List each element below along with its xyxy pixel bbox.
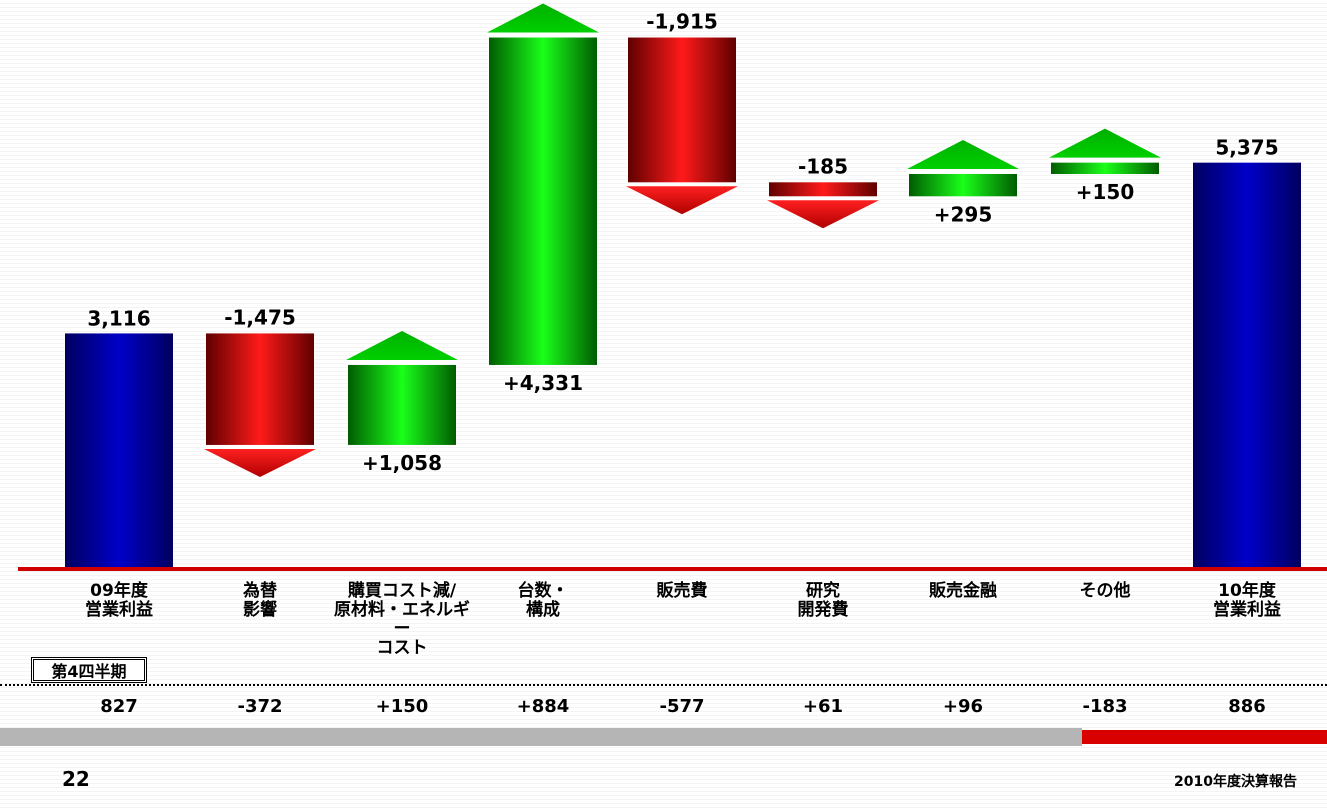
value-label: +150	[1076, 180, 1135, 204]
arrow-separator	[767, 197, 879, 201]
arrow-up	[487, 3, 599, 33]
dotted-divider	[0, 684, 1327, 686]
footer-bar-red	[1082, 730, 1327, 744]
category-label: 購買コスト減/ 原材料・エネルギー コスト	[334, 581, 470, 658]
value-label: -185	[798, 154, 848, 178]
arrow-up	[907, 139, 1019, 169]
arrow-down	[204, 448, 316, 477]
category-label: 09年度 営業利益	[85, 581, 153, 620]
arrow-separator	[907, 169, 1019, 173]
bar-decrease	[628, 37, 736, 183]
quarter-value: +884	[516, 696, 570, 717]
arrow-separator	[1049, 158, 1161, 162]
value-label: +1,058	[362, 451, 442, 475]
bar-increase	[348, 364, 456, 445]
arrow-down	[626, 186, 738, 215]
arrow-separator	[346, 360, 458, 364]
category-label: 販売金融	[929, 581, 997, 601]
value-label: +295	[934, 202, 993, 226]
quarter-value: +61	[802, 696, 844, 717]
bar-decrease	[769, 182, 877, 197]
value-label: -1,915	[646, 10, 718, 34]
quarter-value: -183	[1082, 696, 1128, 717]
bar-increase	[1051, 162, 1159, 174]
arrow-up	[346, 330, 458, 360]
category-label: その他	[1079, 581, 1131, 601]
category-label: 為替 影響	[243, 581, 277, 620]
bar-total	[1193, 162, 1301, 569]
quarter-value: -577	[659, 696, 705, 717]
quarter-title: 第4四半期	[31, 657, 147, 683]
waterfall-chart: 3,116 -1,475 +1,058 +4,331 -1,915 -185 +295 +15…	[18, 3, 1327, 571]
category-label: 研究 開発費	[797, 581, 849, 620]
arrow-up	[1049, 128, 1161, 158]
bar-increase	[909, 173, 1017, 197]
category-label: 台数・ 構成	[517, 581, 569, 620]
category-label: 10年度 営業利益	[1213, 581, 1281, 620]
arrow-separator	[204, 445, 316, 449]
category-label: 販売費	[656, 581, 708, 601]
quarter-value: -372	[237, 696, 283, 717]
quarter-value: +96	[942, 696, 984, 717]
value-label: 5,375	[1215, 136, 1278, 160]
bar-increase	[489, 37, 597, 365]
value-label: -1,475	[224, 305, 296, 329]
arrow-down	[767, 200, 879, 229]
quarter-value: +150	[375, 696, 429, 717]
value-label: +4,331	[503, 371, 583, 395]
quarter-value: 827	[100, 696, 138, 717]
arrow-separator	[626, 183, 738, 187]
quarter-value: 886	[1228, 696, 1266, 717]
arrow-separator	[487, 33, 599, 37]
bar-decrease	[206, 333, 314, 445]
report-title: 2010年度決算報告	[1174, 774, 1297, 790]
bar-total	[65, 333, 173, 569]
value-label: 3,116	[87, 306, 150, 330]
footer-bar-gray	[0, 728, 1082, 746]
page-number: 22	[62, 767, 90, 791]
